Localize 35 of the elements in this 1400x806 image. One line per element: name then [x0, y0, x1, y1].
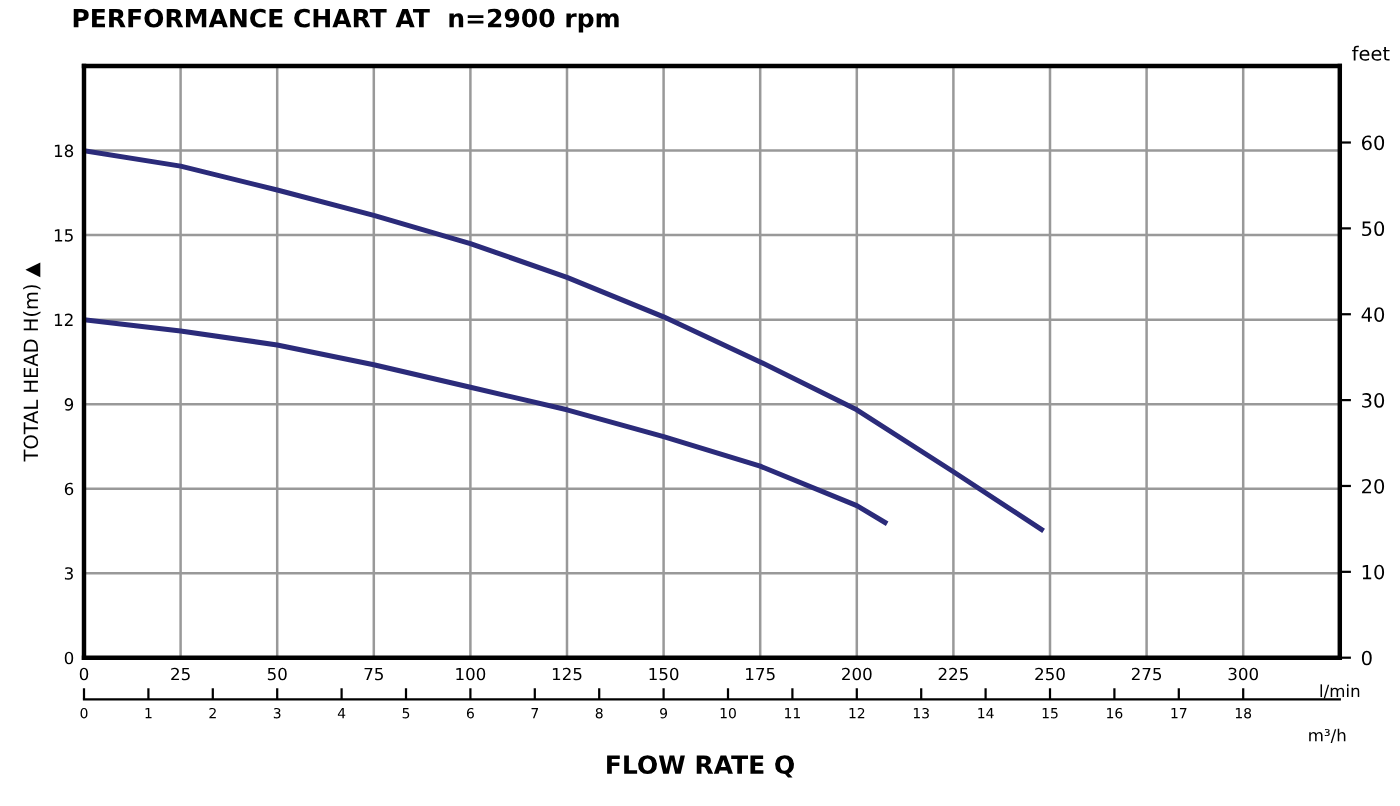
x-tick-label: 0	[79, 667, 89, 681]
y-tick-label: 15	[54, 229, 73, 242]
text: FLOW RATE Q	[607, 755, 794, 778]
line-series	[84, 317, 888, 525]
x-tick-label: 225	[938, 667, 968, 681]
x-tick-label: 200	[842, 667, 872, 681]
y-tick-label: 18	[54, 144, 74, 158]
x-tick-label: 250	[1035, 667, 1065, 681]
y-tick-label: 9	[64, 398, 74, 411]
y2-tick-label: 0	[1361, 650, 1372, 666]
x-tick-label: 150	[649, 667, 679, 681]
x2-axis-title: m³/h	[1309, 728, 1346, 743]
x-tick-label: 300	[1228, 667, 1258, 681]
y2-axis-title: feet	[1352, 45, 1390, 61]
y-tick-label: 6	[64, 482, 74, 496]
y-tick-label: 3	[64, 567, 73, 580]
line-series	[84, 148, 1044, 533]
y-axis-title: TOTAL HEAD H(m) ▲	[23, 262, 41, 462]
x-tick-label: 75	[364, 667, 383, 681]
y2-tick-label: 60	[1361, 135, 1385, 151]
y2-tick-label: 30	[1362, 393, 1385, 408]
x-tick-label: 125	[552, 667, 582, 681]
x-tick-label: 175	[746, 667, 775, 681]
x-tick-label: 275	[1131, 667, 1162, 681]
y-tick-label: 0	[64, 651, 74, 665]
y2-tick-label: 40	[1361, 307, 1385, 322]
y2-tick-label: 10	[1362, 564, 1385, 580]
chart-title: PERFORMANCE CHART AT n=2900 rpm	[73, 8, 619, 33]
x-tick-label: 50	[267, 667, 287, 681]
y2-tick-label: 50	[1362, 221, 1385, 237]
y-tick-label: 12	[54, 313, 73, 326]
y2-tick-label: 20	[1362, 478, 1385, 494]
x-tick-label: 25	[171, 667, 190, 681]
x-axis-title: l/min	[1320, 684, 1360, 699]
x-tick-label: 100	[456, 667, 486, 681]
